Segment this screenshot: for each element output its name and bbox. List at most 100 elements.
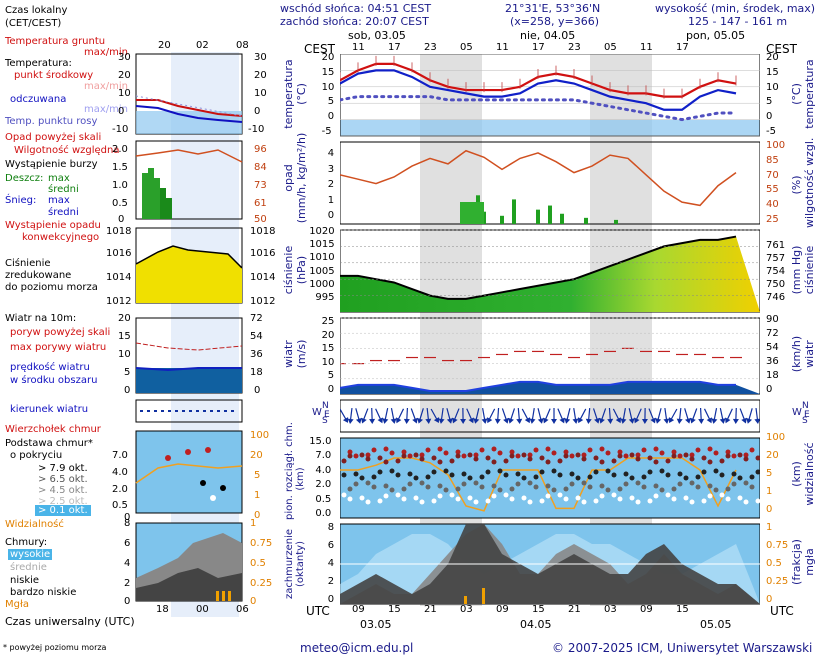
cloud-dot [737,452,743,458]
wind-tick-right: 0 [766,384,773,395]
cloud-dot [491,493,497,499]
cloud-dot [551,450,557,456]
cloud-dot [473,456,479,462]
mini-humid-tick: 73 [254,180,267,191]
cloud-dot [521,495,527,501]
temp-tick-right: -5 [766,126,776,137]
humid-tick-right: 25 [766,214,779,225]
wind-arrow-head [741,417,747,424]
legend-cb-top: Wierzchołek chmur [5,424,101,435]
compass-n-right: N [802,401,809,411]
cloud-dot [365,499,371,505]
cloud-dot [581,480,587,486]
wind-arrow-head [403,418,410,424]
cest-label-right: CEST [766,42,797,56]
wind-arrow [746,408,753,424]
mini-temp-tick: 0 [118,106,125,117]
temp-tick-right: 5 [766,96,773,108]
cloud-dot [371,474,377,480]
wind-arrow-head [342,417,349,423]
cloud-dot [539,455,545,461]
cloud-dot [551,487,557,493]
wind-arrow-head [390,418,397,424]
wind-arrow [466,408,474,424]
compass-e-right: E [804,410,810,420]
cloud-dot [731,471,737,477]
mini-vis-tick: 5 [254,470,261,481]
cloud-dot [449,472,455,478]
cloud-dot [599,493,605,499]
legend-gust-above: poryw powyżej skali [10,327,111,338]
cloud-dot [749,484,755,490]
mini-cloud-tick: 0 [124,512,131,523]
cloud-dot [401,449,407,455]
coords-text: 21°31'E, 53°36'N [505,2,601,15]
vis-tick-right: 100 [766,432,786,443]
cloud-dot [725,486,731,492]
cloud-dot [425,447,431,453]
cloud-dot [467,475,473,481]
mini-wind-tick-r: 54 [250,331,263,342]
mini-bottom-hour-1: 18 [156,604,169,615]
cloud-dot [515,471,521,477]
compass-s-left: S [322,416,328,426]
mini-fog-tick: 0.5 [250,558,266,569]
legend-clouds: Chmury: [5,537,48,548]
wind-arrow [355,408,362,424]
cloud-dot [479,474,485,480]
cloud-dot [389,468,395,474]
fog-tick-right: 1 [766,522,773,533]
fog-tick-right: 0.75 [766,540,789,551]
wind-arrow [564,408,571,424]
mini-cloud-tick: 2.0 [112,484,128,495]
mini-fog-tick: 1 [250,518,257,529]
wind-arrow-head [663,418,670,424]
footer-copyright: © 2007-2025 ICM, Uniwersytet Warszawski [552,641,813,655]
wind-arrow-head [508,417,514,424]
cloud-dot [587,447,593,453]
wind-arrow-head [433,417,440,423]
cloud-dot [569,453,575,459]
wind-arrow [446,408,453,424]
cloud-dot [353,481,359,487]
cloud-dot [437,459,443,465]
cloud-dot [731,453,737,459]
cloud-dot [713,487,719,493]
cloud-dot [419,456,425,462]
wind-arrow-head [732,418,739,424]
hour-bottom-label: 21 [568,604,581,615]
wind-arrow [585,407,592,424]
cloud-dot [605,450,611,456]
mini-wind-tick-r: 36 [250,349,263,360]
cloud-dot [611,472,617,478]
cloud-tick-left: 4.0 [315,464,332,476]
wind-arrow-head [668,417,675,423]
wind-arrow [390,408,397,424]
footer-email[interactable]: meteo@icm.edu.pl [300,641,414,655]
axis-title-wind: wiatr (m/s) [282,339,308,369]
mini-wind-tick: 10 [118,349,131,360]
cloud-dot [437,493,443,499]
cloud-dot [371,484,377,490]
axis-title-low: zachmurzenie (oktanty) [284,528,306,600]
day-bottom-1: 03.05 [360,618,392,631]
cloud-dot [737,495,743,501]
mini-vis-tick: 0 [254,510,261,521]
precip-panel [340,141,760,225]
cloud-dot [707,493,713,499]
cloud-dot [533,474,539,480]
cloud-dot [425,484,431,490]
wind-arrow [557,408,565,424]
cloud-dot [425,474,431,480]
cloud-dot [551,468,557,474]
cloud-dot [581,452,587,458]
precip-bar [584,217,588,224]
cloud-dot [485,469,491,475]
cloud-dot [401,453,407,459]
cloud-dot [395,492,401,498]
cloud-tick-left: 15.0 [309,436,332,447]
cloud-dot [743,452,749,458]
legend-okt01: > 0.1 okt. [35,505,91,516]
cloud-tick-left: 7.0 [315,450,332,462]
mini-wind-tick: 5 [124,367,131,378]
